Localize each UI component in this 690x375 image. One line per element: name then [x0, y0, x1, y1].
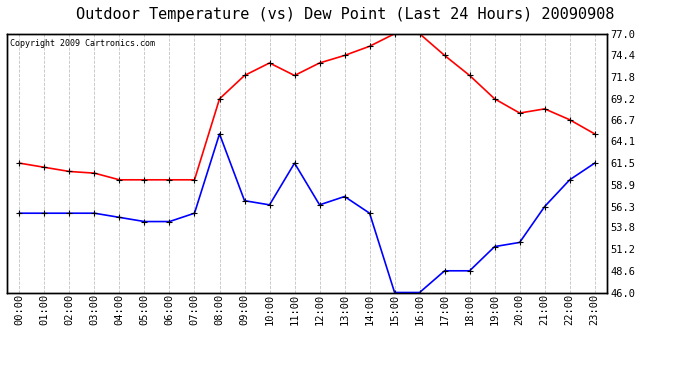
Text: Copyright 2009 Cartronics.com: Copyright 2009 Cartronics.com	[10, 39, 155, 48]
Text: Outdoor Temperature (vs) Dew Point (Last 24 Hours) 20090908: Outdoor Temperature (vs) Dew Point (Last…	[76, 8, 614, 22]
